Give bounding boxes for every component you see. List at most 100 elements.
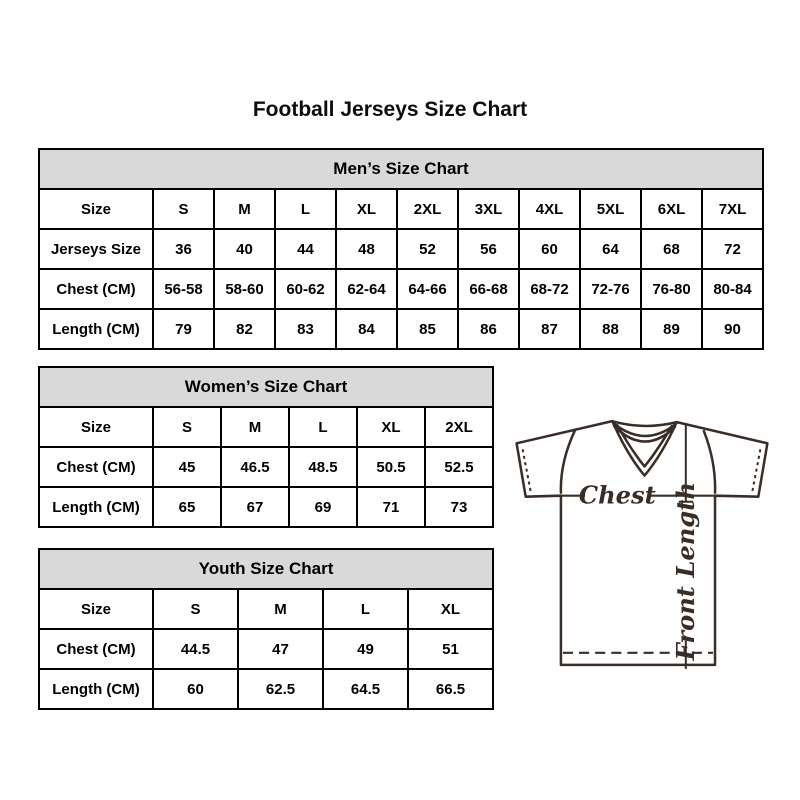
cell-value: 5XL [579,188,642,230]
cell-value: 62.5 [237,668,324,710]
front-length-label: Front Length [671,482,700,661]
row-label: Size [38,588,154,630]
cell-value: 48 [335,228,398,270]
row-label: Size [38,406,154,448]
cell-value: M [213,188,276,230]
cell-value: M [237,588,324,630]
cell-value: 67 [220,486,290,528]
cell-value: 87 [518,308,581,350]
cell-value: 52.5 [424,446,494,488]
mens-size-table: Men’s Size Chart Size S M L XL 2XL 3XL 4XL 5XL 6X… [38,148,764,350]
cell-value: 64.5 [322,668,409,710]
table-row: Chest (CM) 44.5 47 49 51 [38,628,494,670]
cell-value: 84 [335,308,398,350]
table-title: Youth Size Chart [38,548,494,590]
cell-value: 68 [640,228,703,270]
cell-value: 64 [579,228,642,270]
collar-icon [611,419,679,477]
row-label: Jerseys Size [38,228,154,270]
row-label: Length (CM) [38,308,154,350]
row-label: Chest (CM) [38,268,154,310]
cell-value: 6XL [640,188,703,230]
cell-value: L [322,588,409,630]
cell-value: 51 [407,628,494,670]
cell-value: 60 [152,668,239,710]
row-label: Length (CM) [38,668,154,710]
cell-value: XL [407,588,494,630]
cell-value: 44 [274,228,337,270]
jersey-outline-icon [515,419,769,667]
cell-value: 69 [288,486,358,528]
cell-value: 58-60 [213,268,276,310]
front-length-measure-line [678,423,693,669]
cell-value: 79 [152,308,215,350]
cell-value: 66-68 [457,268,520,310]
cell-value: 62-64 [335,268,398,310]
cell-value: 90 [701,308,764,350]
cell-value: 50.5 [356,446,426,488]
youth-size-table: Youth Size Chart Size S M L XL Chest (CM) 44.5… [38,548,494,710]
cell-value: L [274,188,337,230]
cell-value: 64-66 [396,268,459,310]
cell-value: 72 [701,228,764,270]
cell-value: L [288,406,358,448]
cell-value: 76-80 [640,268,703,310]
row-label: Chest (CM) [38,446,154,488]
cell-value: M [220,406,290,448]
row-label: Size [38,188,154,230]
cell-value: 60 [518,228,581,270]
cell-value: 40 [213,228,276,270]
cell-value: 48.5 [288,446,358,488]
cell-value: XL [356,406,426,448]
jersey-measurement-diagram: Chest Front Length [515,419,769,669]
cell-value: 82 [213,308,276,350]
cell-value: 72-76 [579,268,642,310]
cell-value: 88 [579,308,642,350]
cell-value: 65 [152,486,222,528]
cell-value: XL [335,188,398,230]
cell-value: 4XL [518,188,581,230]
table-row: Size S M L XL 2XL 3XL 4XL 5XL 6XL 7XL [38,188,764,230]
table-title: Men’s Size Chart [38,148,764,190]
table-row: Length (CM) 60 62.5 64.5 66.5 [38,668,494,710]
cell-value: 89 [640,308,703,350]
table-row: Chest (CM) 56-58 58-60 60-62 62-64 64-66 66-68… [38,268,764,310]
table-row: Jerseys Size 36 40 44 48 52 56 60 64 68 72 [38,228,764,270]
table-row: Size S M L XL 2XL [38,406,494,448]
cuff-stitch-left-icon [521,449,532,492]
cell-value: 52 [396,228,459,270]
cell-value: 49 [322,628,409,670]
row-label: Length (CM) [38,486,154,528]
cell-value: 66.5 [407,668,494,710]
row-label: Chest (CM) [38,628,154,670]
cell-value: 44.5 [152,628,239,670]
page-title: Football Jerseys Size Chart [252,98,528,121]
table-row: Chest (CM) 45 46.5 48.5 50.5 52.5 [38,446,494,488]
cell-value: 83 [274,308,337,350]
cell-value: 80-84 [701,268,764,310]
womens-size-table: Women’s Size Chart Size S M L XL 2XL Chest (CM… [38,366,494,528]
cell-value: 3XL [457,188,520,230]
cell-value: 60-62 [274,268,337,310]
cell-value: 56-58 [152,268,215,310]
table-row: Length (CM) 79 82 83 84 85 86 87 88 89 90 [38,308,764,350]
cell-value: S [152,588,239,630]
table-header-row: Youth Size Chart [38,548,494,590]
cell-value: 46.5 [220,446,290,488]
cuff-stitch-right-icon [751,449,762,492]
cell-value: 2XL [396,188,459,230]
table-row: Size S M L XL [38,588,494,630]
cell-value: 68-72 [518,268,581,310]
cell-value: S [152,406,222,448]
cell-value: S [152,188,215,230]
cell-value: 45 [152,446,222,488]
cell-value: 56 [457,228,520,270]
sleeve-seam-icon [559,428,717,494]
cell-value: 73 [424,486,494,528]
cell-value: 86 [457,308,520,350]
cell-value: 2XL [424,406,494,448]
chest-label: Chest [579,481,656,510]
table-header-row: Men’s Size Chart [38,148,764,190]
cell-value: 47 [237,628,324,670]
